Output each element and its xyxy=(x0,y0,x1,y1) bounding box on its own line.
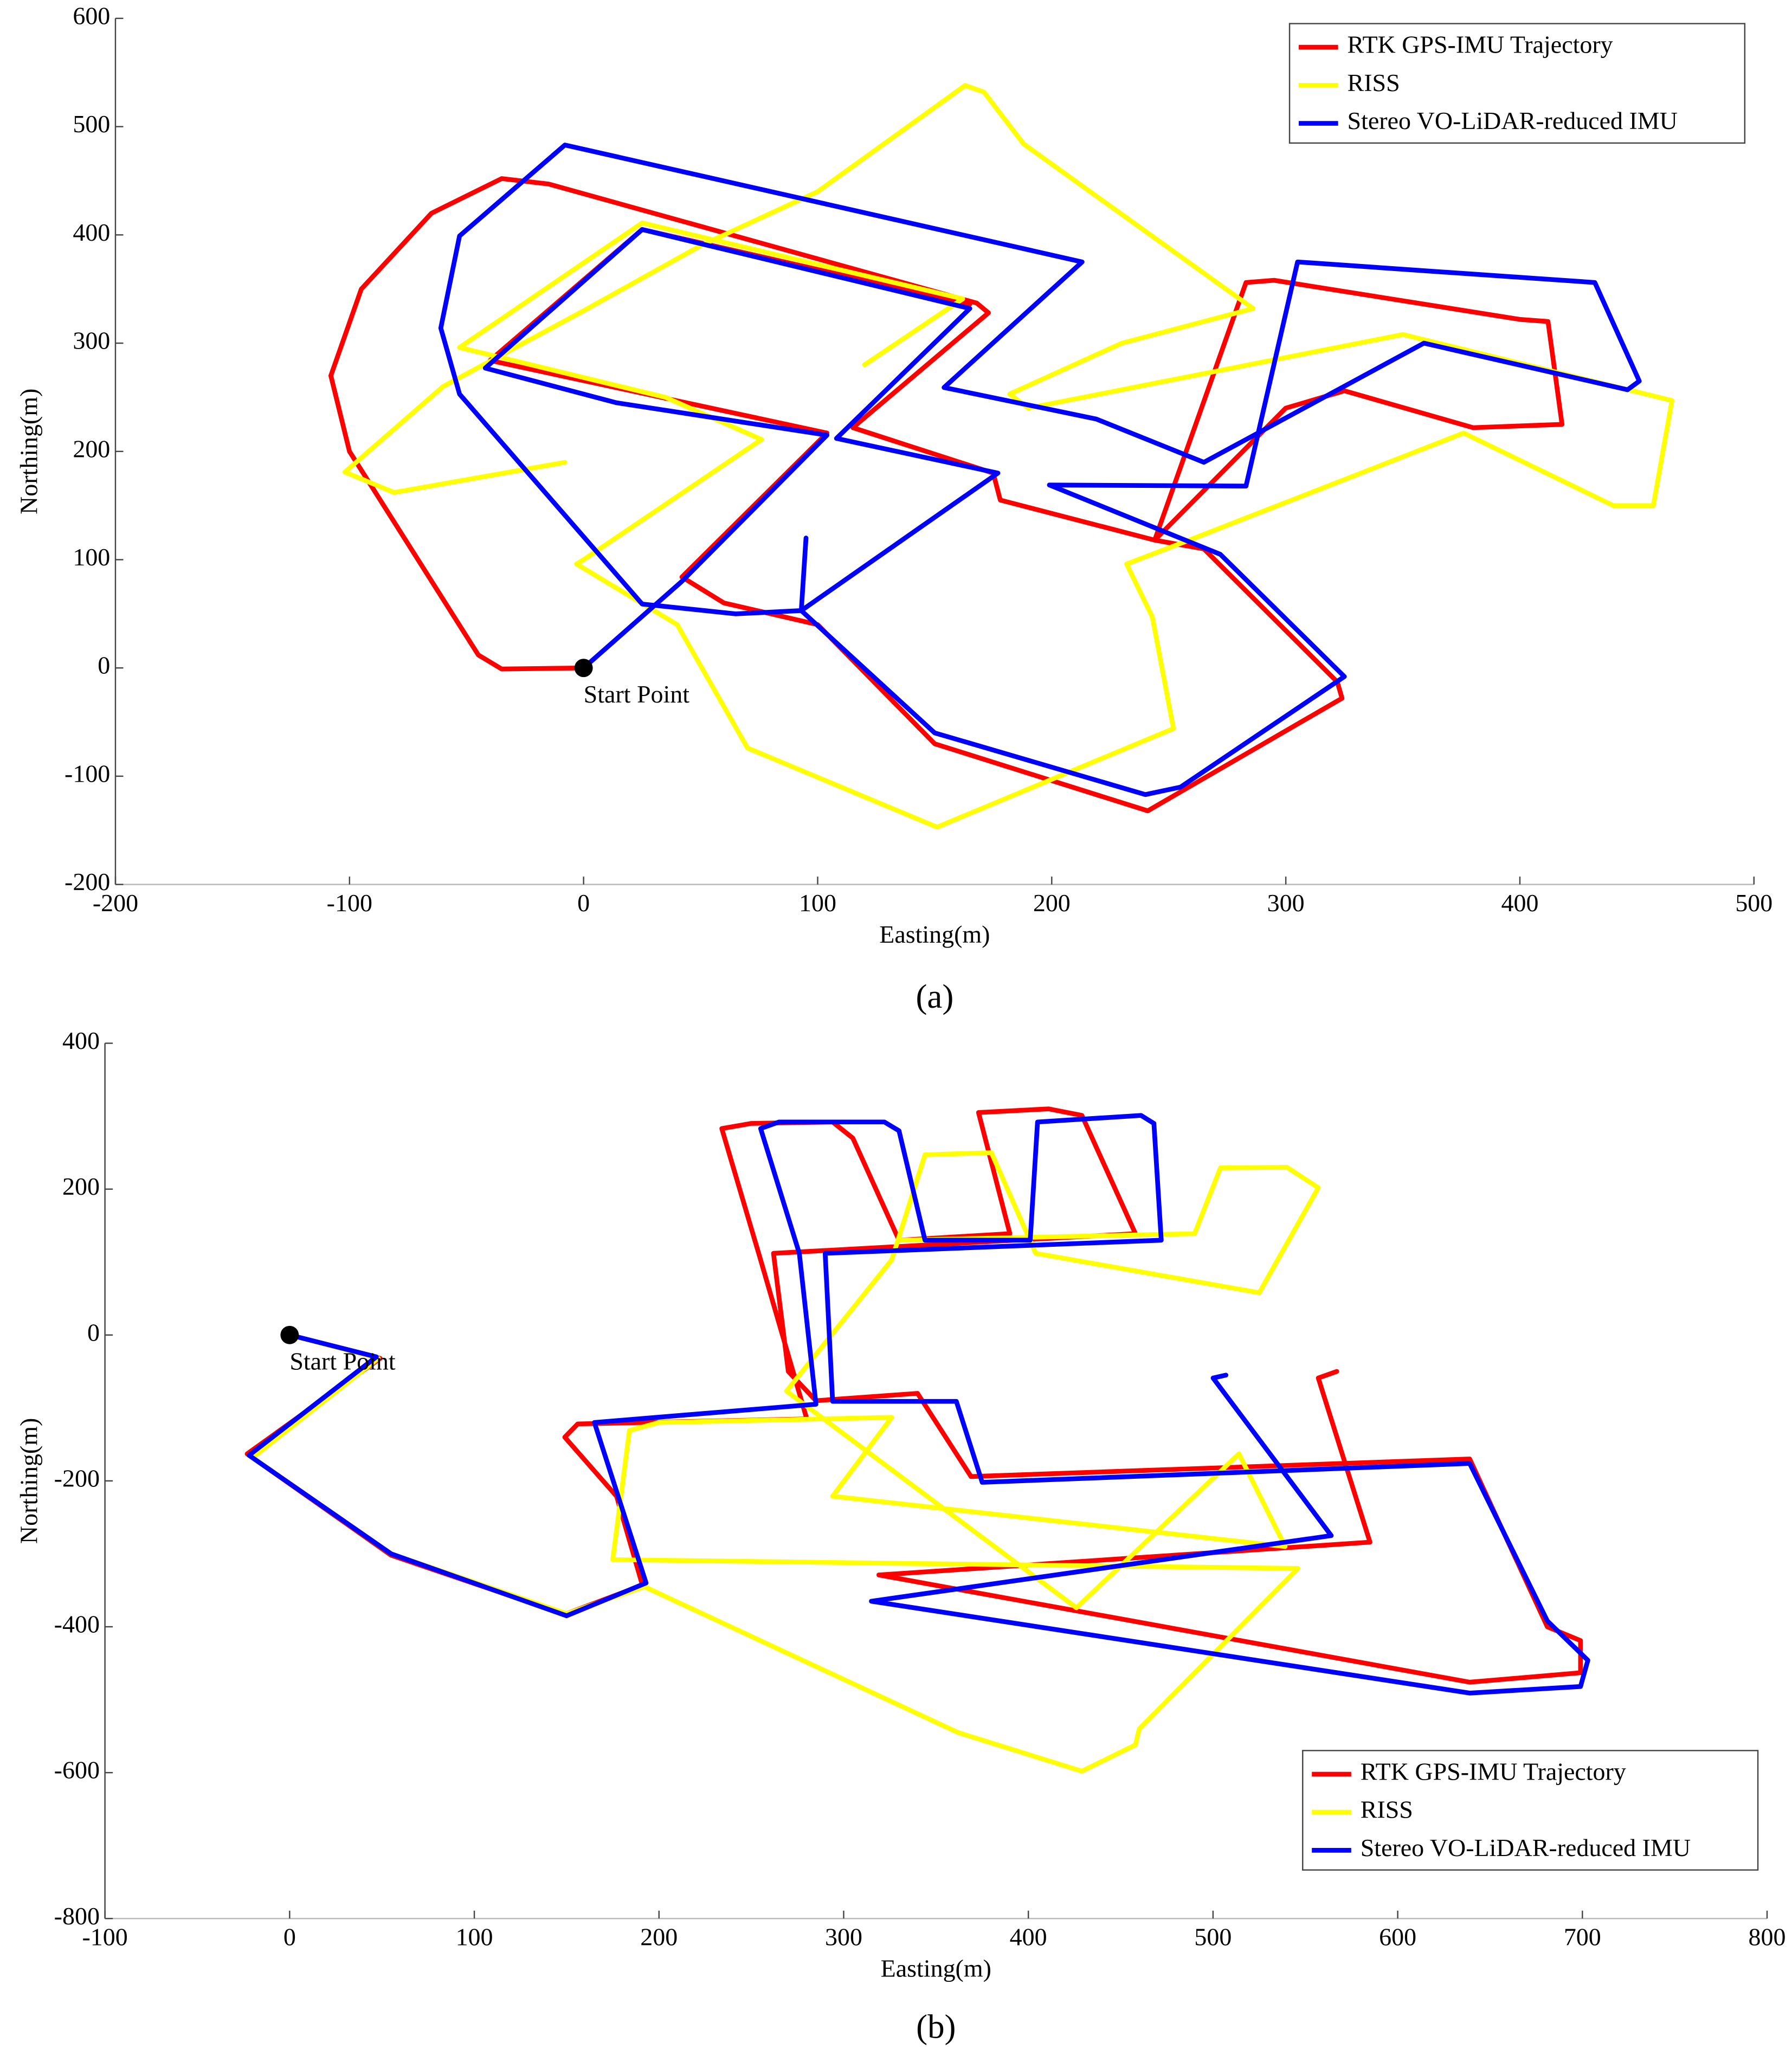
x-tick-label: -100 xyxy=(327,889,372,917)
x-tick-label: 300 xyxy=(825,1923,862,1951)
x-tick-label: 600 xyxy=(1379,1923,1416,1951)
legend-label: RTK GPS-IMU Trajectory xyxy=(1348,31,1613,59)
y-tick-label: 600 xyxy=(73,2,110,29)
trajectory-line xyxy=(328,176,1565,814)
x-tick-label: 100 xyxy=(799,889,836,917)
y-tick-label: 200 xyxy=(62,1173,100,1200)
caption: (a) xyxy=(916,977,953,1015)
x-tick-label: -100 xyxy=(82,1923,127,1951)
y-tick-label: -100 xyxy=(65,759,110,787)
y-tick-label: 300 xyxy=(73,327,110,355)
trajectory-line xyxy=(342,83,1674,830)
x-tick-label: 400 xyxy=(1010,1923,1047,1951)
start-label: Start Point xyxy=(584,680,690,708)
y-tick-label: -600 xyxy=(54,1756,100,1784)
y-tick-label: -200 xyxy=(65,868,110,896)
y-axis-label: Northing(m) xyxy=(15,1418,43,1544)
y-tick-label: 500 xyxy=(73,110,110,138)
y-tick-label: -200 xyxy=(54,1464,100,1492)
x-tick-label: 400 xyxy=(1501,889,1539,917)
y-tick-label: -400 xyxy=(54,1610,100,1638)
y-tick-label: -800 xyxy=(54,1902,100,1930)
x-axis-label: Easting(m) xyxy=(881,1955,991,1982)
x-tick-label: 500 xyxy=(1735,889,1772,917)
x-tick-label: -200 xyxy=(93,889,138,917)
x-tick-label: 800 xyxy=(1749,1923,1786,1951)
start-point xyxy=(574,659,593,678)
x-tick-label: 200 xyxy=(1033,889,1071,917)
chart: -200 -100 0 100 200 300 400 500 -200 -100 0 100 200 3… xyxy=(15,2,1773,1015)
x-tick-label: 200 xyxy=(640,1923,678,1951)
caption: (b) xyxy=(916,2007,956,2045)
legend-label: RISS xyxy=(1361,1796,1413,1824)
legend-label: RTK GPS-IMU Trajectory xyxy=(1361,1757,1626,1785)
x-tick-label: 0 xyxy=(577,889,590,917)
start-label: Start Point xyxy=(289,1348,396,1375)
y-tick-label: 400 xyxy=(62,1027,100,1054)
legend-box xyxy=(1288,23,1746,144)
y-tick-label: 0 xyxy=(98,652,110,679)
x-tick-label: 500 xyxy=(1194,1923,1232,1951)
legend-box xyxy=(1302,1750,1759,1871)
y-axis-label: Northing(m) xyxy=(15,389,43,514)
trajectory-line xyxy=(246,1113,1590,1696)
trajectory-line xyxy=(438,143,1642,797)
y-tick-label: 200 xyxy=(73,435,110,462)
legend-label: Stereo VO-LiDAR-reduced IMU xyxy=(1348,107,1678,134)
y-tick-label: 400 xyxy=(73,218,110,246)
legend-label: Stereo VO-LiDAR-reduced IMU xyxy=(1361,1834,1691,1861)
x-axis-label: Easting(m) xyxy=(879,920,990,948)
start-point xyxy=(280,1325,299,1344)
legend-label: RISS xyxy=(1348,69,1400,96)
x-tick-label: 700 xyxy=(1564,1923,1601,1951)
x-tick-label: 0 xyxy=(283,1923,296,1951)
y-tick-label: 0 xyxy=(87,1318,100,1346)
chart: -100 0 100 200 300 400 500 600 700 800 -800 -600 -40… xyxy=(15,1027,1786,2045)
y-tick-label: 100 xyxy=(73,543,110,571)
x-tick-label: 300 xyxy=(1267,889,1305,917)
x-tick-label: 100 xyxy=(456,1923,493,1951)
